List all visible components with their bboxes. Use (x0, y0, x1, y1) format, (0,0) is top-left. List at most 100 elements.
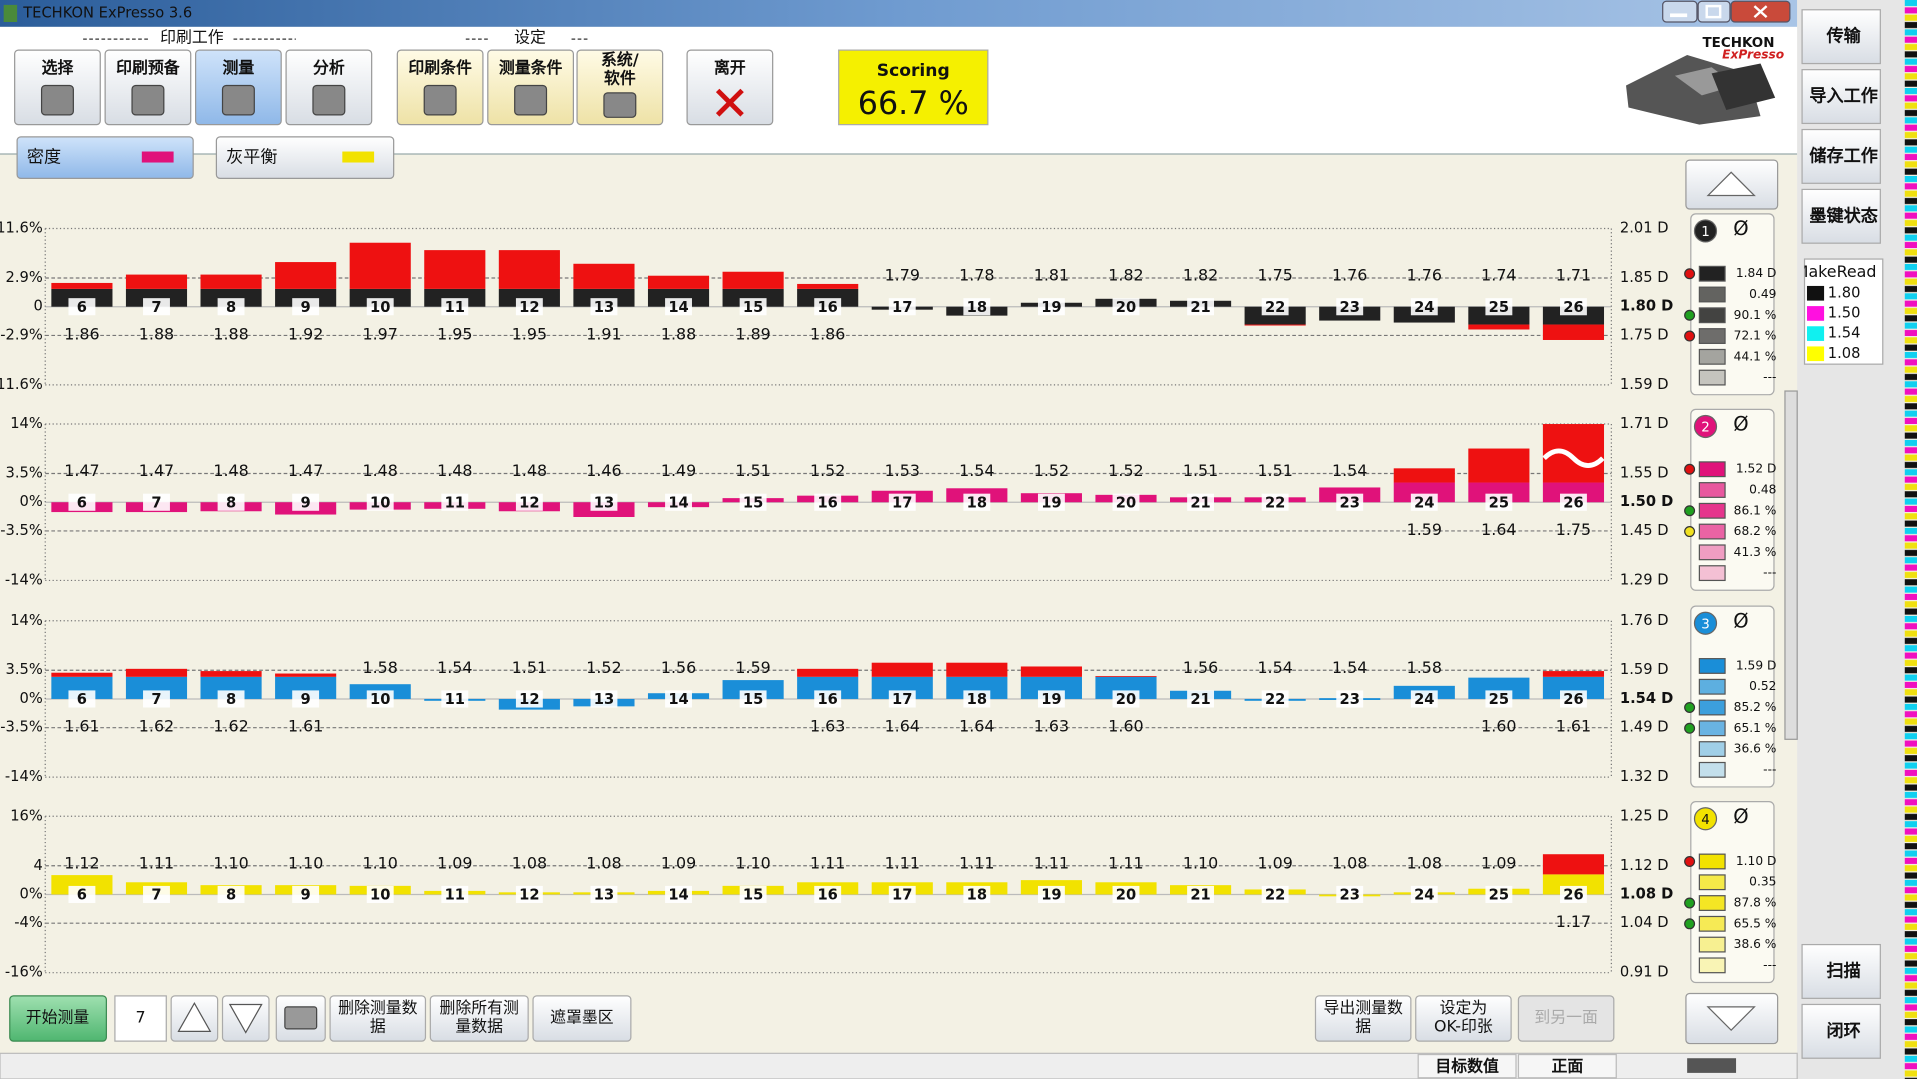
zone-label: 20 (1116, 494, 1136, 511)
legend-value: 0.48 (1749, 483, 1776, 497)
zone-label: 19 (1041, 691, 1061, 708)
density-label: 1.08 (1407, 853, 1442, 872)
title-bar (0, 0, 1798, 27)
zone-label: 21 (1190, 691, 1210, 708)
zone-box (1187, 493, 1215, 511)
zone-box (292, 298, 320, 316)
zone-box (1560, 493, 1587, 511)
side-button[interactable] (1801, 69, 1881, 125)
action-button[interactable] (1517, 995, 1615, 1042)
scoring-value: 66.7 % (858, 86, 969, 122)
deviation-excess (797, 283, 859, 289)
legend-value: 41.3 % (1734, 545, 1777, 559)
density-label: 1.56 (661, 658, 696, 677)
toolbar-button[interactable] (686, 49, 774, 126)
zone-label: 23 (1340, 299, 1360, 316)
zone-label: 18 (967, 494, 987, 511)
makeread-swatch (1806, 326, 1825, 341)
minimize-button[interactable] (1662, 0, 1698, 23)
zone-box (739, 298, 767, 316)
tab[interactable] (215, 136, 395, 180)
deviation-bar (647, 288, 710, 307)
zone-box (888, 298, 916, 316)
density-label: 1.11 (885, 853, 920, 872)
y-tick-label: 0% (20, 493, 43, 510)
legend-value: 1.59 D (1736, 658, 1777, 672)
action-button[interactable] (1314, 995, 1412, 1042)
status-dot (1684, 526, 1696, 538)
density-label: 1.95 (512, 324, 547, 343)
density-label: 1.76 (1332, 266, 1367, 285)
deviation-excess (125, 274, 188, 289)
deviation-bar (1468, 306, 1530, 325)
y-tick-label: 0% (20, 690, 43, 707)
zone-box (515, 493, 543, 511)
density-label: 1.64 (885, 717, 920, 736)
density-label: 1.11 (139, 853, 174, 872)
zone-label: 12 (519, 299, 539, 316)
action-button[interactable] (532, 995, 632, 1042)
logo-text: TECHKON (1703, 36, 1775, 51)
side-button[interactable] (1801, 9, 1881, 65)
density-tick-label: 1.50 D (1620, 493, 1673, 510)
deviation-bar (797, 676, 859, 699)
count-box[interactable] (114, 995, 167, 1042)
density-tick-label: 1.80 D (1620, 298, 1673, 315)
zone-label: 22 (1265, 494, 1285, 511)
legend-swatch (1698, 895, 1726, 911)
action-button[interactable] (1415, 995, 1512, 1042)
status-dot (1684, 505, 1696, 517)
action-button[interactable] (429, 995, 529, 1042)
action-button[interactable] (329, 995, 427, 1042)
zone-box (665, 493, 692, 511)
density-label: 1.59 (735, 658, 770, 677)
legend-swatch (1698, 936, 1726, 953)
density-label: 1.51 (1257, 461, 1292, 480)
side-button[interactable] (1801, 128, 1881, 184)
zone-label: 6 (77, 887, 87, 904)
zone-label: 15 (743, 887, 763, 904)
zone-label: 23 (1340, 887, 1360, 904)
zone-box (143, 298, 170, 316)
legend-swatch (1698, 874, 1726, 891)
tab[interactable] (16, 136, 194, 180)
deviation-bar (498, 288, 560, 307)
status-dot (1684, 309, 1696, 321)
start-button[interactable] (9, 995, 107, 1042)
legend-value: 1.52 D (1736, 462, 1777, 476)
status-label: 正面 (1551, 1056, 1583, 1075)
zone-box (1112, 885, 1140, 904)
deviation-excess (51, 672, 113, 677)
side-button-label: 导入工作 (1809, 86, 1877, 107)
legend-number: 2 (1701, 421, 1710, 436)
window-controls[interactable] (1662, 0, 1791, 23)
deviation-bar (1244, 306, 1306, 325)
makeread-value: 1.08 (1828, 345, 1861, 362)
color-strip (1904, 0, 1917, 1079)
side-button[interactable] (1801, 188, 1881, 244)
density-label: 1.11 (810, 853, 845, 872)
legend-value: 38.6 % (1734, 937, 1777, 951)
side-button[interactable] (1801, 1003, 1881, 1059)
zone-box (1037, 690, 1065, 708)
density-tick-label: 1.25 D (1620, 807, 1669, 824)
zone-box (1037, 885, 1065, 904)
zone-box (1336, 690, 1364, 708)
zone-box (515, 690, 543, 708)
zone-label: 17 (892, 299, 912, 316)
deviation-bar (871, 676, 933, 699)
legend-value: 65.5 % (1734, 916, 1777, 930)
toolbar-button[interactable] (576, 49, 664, 126)
y-tick-label: 11.6% (0, 220, 43, 237)
legend-value: 87.8 % (1734, 896, 1777, 910)
maximize-button[interactable] (1697, 0, 1731, 23)
density-label: 1.08 (512, 853, 547, 872)
legend-value: 1.10 D (1736, 854, 1777, 868)
minimize-icon (1670, 13, 1688, 18)
side-button[interactable] (1801, 943, 1881, 999)
logo-subtext: ExPresso (1722, 47, 1784, 61)
zone-box (1336, 493, 1364, 511)
button-label: 到另一面 (1534, 1007, 1598, 1026)
density-label: 1.60 (1481, 717, 1516, 736)
density-label: 1.10 (213, 853, 248, 872)
